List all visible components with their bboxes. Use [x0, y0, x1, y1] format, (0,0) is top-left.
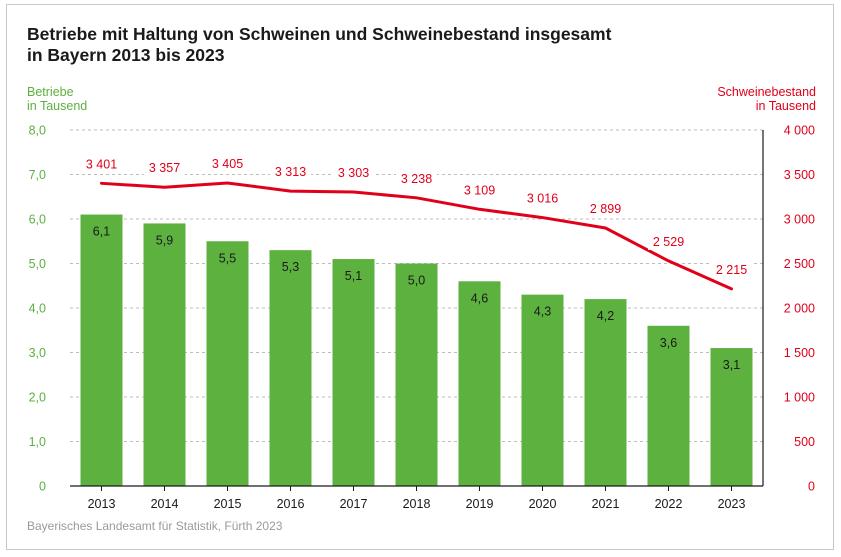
bar-data-label: 6,1 — [93, 225, 110, 239]
chart-title-line-2: in Bayern 2013 bis 2023 — [27, 45, 225, 65]
left-axis-title: Betriebe in Tausend — [27, 85, 87, 113]
line-data-label: 3 238 — [401, 172, 432, 186]
bar-2020 — [521, 294, 564, 486]
right-axis-title: Schweinebestand in Tausend — [717, 85, 816, 113]
bar-2019 — [458, 281, 501, 486]
line-data-label: 3 357 — [149, 161, 180, 175]
bar-2021 — [584, 299, 627, 486]
x-tick-label: 2021 — [592, 497, 620, 511]
y-tick-label-left: 7,0 — [29, 168, 46, 182]
line-data-label: 3 109 — [464, 183, 495, 197]
x-tick-label: 2022 — [655, 497, 683, 511]
y-tick-label-right: 1 500 — [784, 346, 815, 360]
line-label-background — [396, 169, 437, 187]
y-tick-label-right: 3 500 — [784, 168, 815, 182]
y-tick-label-left: 5,0 — [29, 257, 46, 271]
right-axis-title-line-2: in Tausend — [755, 99, 816, 113]
x-tick-label: 2018 — [403, 497, 431, 511]
y-tick-label-left: 6,0 — [29, 213, 46, 227]
line-label-background — [459, 181, 500, 199]
line-data-label: 3 303 — [338, 166, 369, 180]
line-series-schweinebestand — [100, 181, 733, 291]
y-tick-label-right: 2 000 — [784, 302, 815, 316]
y-tick-label-left: 3,0 — [29, 346, 46, 360]
chart-title-line-1: Betriebe mit Haltung von Schweinen und S… — [27, 24, 612, 44]
source-note: Bayerisches Landesamt für Statistik, Für… — [27, 519, 283, 533]
bar-data-label: 3,1 — [723, 358, 740, 372]
y-tick-label-right: 500 — [794, 435, 815, 449]
line-label-background — [270, 163, 311, 181]
bar-2015 — [206, 241, 249, 486]
line-data-label: 2 215 — [716, 263, 747, 277]
line-label-background — [144, 159, 185, 177]
line-label-background — [648, 232, 689, 250]
line-label-background — [585, 199, 626, 217]
bar-data-label: 5,3 — [282, 260, 299, 274]
y-tick-label-left: 4,0 — [29, 302, 46, 316]
x-tick-label: 2016 — [277, 497, 305, 511]
bar-data-label: 3,6 — [660, 336, 677, 350]
line-label-background — [333, 164, 374, 182]
bar-data-label: 5,5 — [219, 251, 236, 265]
bar-data-label: 5,1 — [345, 269, 362, 283]
line-data-label: 3 405 — [212, 157, 243, 171]
bar-2014 — [143, 223, 186, 486]
x-tick-label: 2017 — [340, 497, 368, 511]
line-data-label: 3 016 — [527, 192, 558, 206]
line-label-background — [207, 154, 248, 172]
bar-data-label: 4,2 — [597, 309, 614, 323]
bar-2022 — [647, 325, 690, 486]
y-tick-label-left: 0 — [39, 480, 46, 494]
bar-2013 — [80, 214, 123, 487]
bar-data-label: 4,6 — [471, 291, 488, 305]
bar-2018 — [395, 263, 438, 486]
bar-data-label: 5,9 — [156, 233, 173, 247]
left-axis-title-line-2: in Tausend — [27, 99, 88, 113]
y-tick-label-right: 1 000 — [784, 391, 815, 405]
y-tick-label-right: 0 — [808, 480, 815, 494]
line-label-background — [711, 260, 752, 278]
right-axis-title-line-1: Schweinebestand — [717, 85, 816, 99]
bar-data-label: 4,3 — [534, 305, 551, 319]
x-tick-label: 2023 — [718, 497, 746, 511]
line-data-label: 3 313 — [275, 165, 306, 179]
bar-2023 — [710, 348, 753, 486]
bar-2016 — [269, 250, 312, 486]
line-data-label: 2 529 — [653, 235, 684, 249]
x-tick-label: 2014 — [151, 497, 179, 511]
y-tick-label-right: 2 500 — [784, 257, 815, 271]
line-data-label: 2 899 — [590, 202, 621, 216]
x-tick-label: 2015 — [214, 497, 242, 511]
line-data-label: 3 401 — [86, 157, 117, 171]
chart-title: Betriebe mit Haltung von Schweinen und S… — [27, 24, 727, 66]
x-tick-label: 2013 — [88, 497, 116, 511]
y-tick-label-right: 3 000 — [784, 213, 815, 227]
y-tick-label-left: 8,0 — [29, 124, 46, 138]
line-label-background — [522, 189, 563, 207]
left-axis-title-line-1: Betriebe — [27, 85, 74, 99]
bar-data-label: 5,0 — [408, 274, 425, 288]
y-tick-label-right: 4 000 — [784, 124, 815, 138]
line-label-background — [81, 155, 122, 173]
y-tick-label-left: 2,0 — [29, 391, 46, 405]
y-tick-label-left: 1,0 — [29, 435, 46, 449]
x-tick-label: 2020 — [529, 497, 557, 511]
x-tick-label: 2019 — [466, 497, 494, 511]
bar-2017 — [332, 259, 375, 486]
